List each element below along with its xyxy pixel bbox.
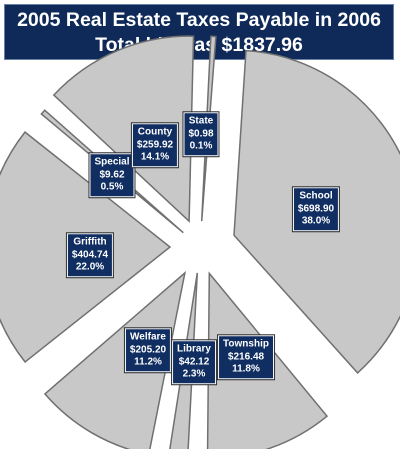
slice-name: Library — [177, 343, 211, 355]
slice-name: Special — [94, 156, 130, 168]
slice-amount: $404.74 — [71, 248, 109, 260]
slice-name: State — [188, 115, 214, 127]
slice-name: County — [137, 126, 173, 138]
slice-name: School — [299, 190, 333, 202]
slice-percent: 22.0% — [75, 261, 105, 273]
slice-percent: 0.1% — [189, 140, 213, 152]
slice-percent: 11.2% — [134, 356, 162, 368]
slice-label-griffith: Griffith $404.74 22.0% — [65, 232, 115, 278]
slice-name: Township — [223, 338, 269, 350]
slice-percent: 0.5% — [100, 181, 124, 193]
chart-title: 2005 Real Estate Taxes Payable in 2006 — [17, 9, 381, 31]
slice-label-township: Township $216.48 11.8% — [217, 334, 275, 380]
slice-amount: $205.20 — [129, 343, 167, 355]
slice-label-special: Special $9.62 0.5% — [88, 152, 136, 198]
slice-label-library: Library $42.12 2.3% — [171, 339, 217, 385]
slice-label-welfare: Welfare $205.20 11.2% — [123, 327, 173, 373]
pie-slice-welfare — [43, 270, 187, 449]
slice-label-state: State $0.98 0.1% — [182, 111, 220, 157]
slice-amount: $698.90 — [297, 202, 335, 214]
slice-percent: 38.0% — [301, 215, 331, 227]
slice-name: Griffith — [73, 236, 107, 248]
slice-percent: 11.8% — [232, 363, 260, 375]
slice-percent: 14.1% — [140, 151, 170, 163]
chart-title-box: 2005 Real Estate Taxes Payable in 2006 T… — [4, 4, 394, 60]
slice-amount: $42.12 — [178, 355, 210, 367]
slice-amount: $216.48 — [227, 350, 265, 362]
slice-name: Welfare — [130, 331, 166, 343]
slice-label-school: School $698.90 38.0% — [291, 186, 341, 232]
slice-amount: $9.62 — [99, 168, 125, 180]
pie-slice-county — [52, 35, 195, 223]
slice-amount: $259.92 — [136, 138, 174, 150]
slice-percent: 2.3% — [182, 368, 206, 380]
slice-amount: $0.98 — [188, 127, 214, 139]
slice-label-county: County $259.92 14.1% — [130, 122, 180, 168]
